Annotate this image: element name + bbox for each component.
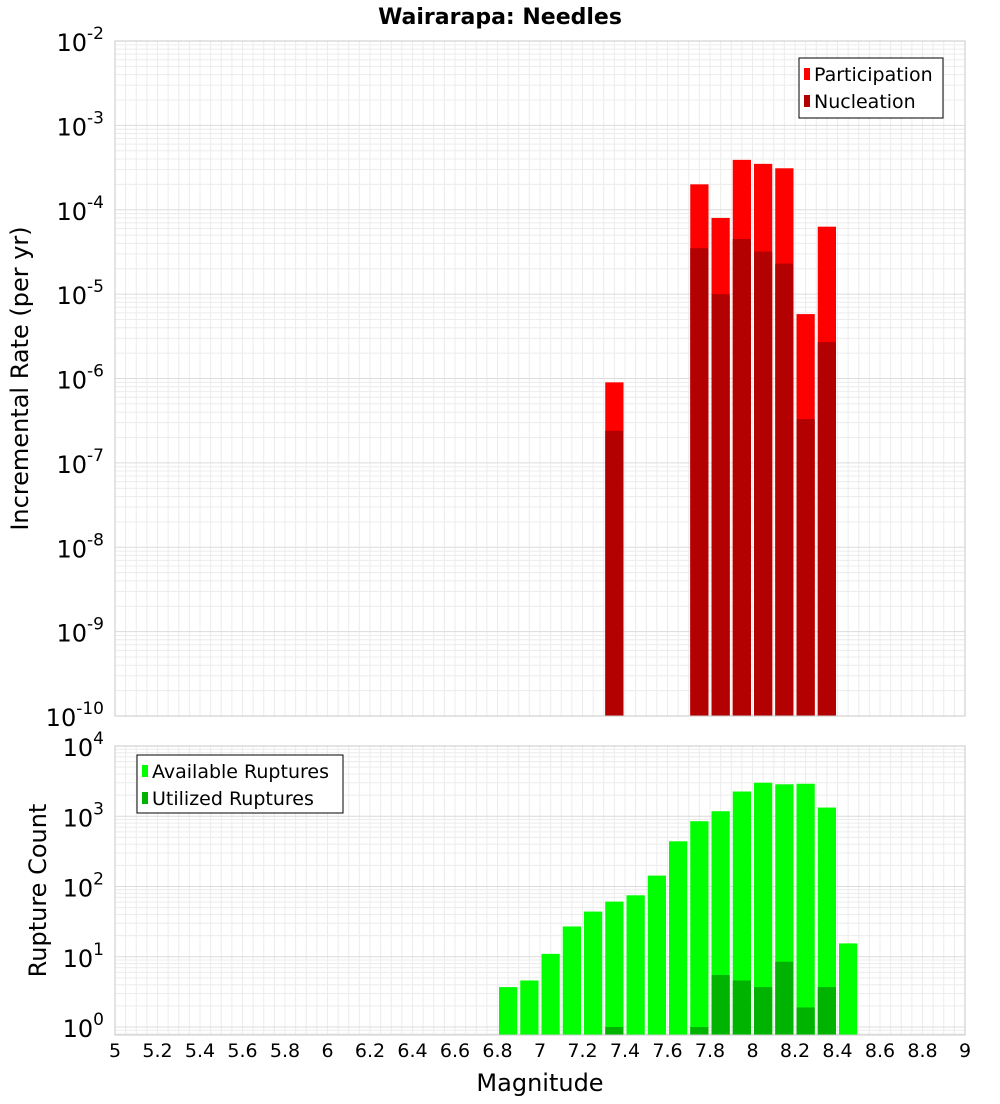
legend-swatch bbox=[804, 95, 810, 107]
bar-nucleation bbox=[817, 342, 836, 716]
y-tick-label: 10-6 bbox=[57, 362, 105, 395]
x-tick-label: 8.2 bbox=[780, 1040, 810, 1062]
bar-available-ruptures bbox=[732, 791, 751, 1035]
count-legend: Available Ruptures Utilized Ruptures bbox=[136, 754, 344, 814]
bar-nucleation bbox=[754, 251, 773, 716]
y-tick-label: 10-7 bbox=[57, 446, 105, 479]
bar-utilized-ruptures bbox=[711, 975, 730, 1035]
bar-available-ruptures bbox=[562, 926, 581, 1035]
y-tick-label: 103 bbox=[63, 799, 104, 832]
rate-legend: Participation Nucleation bbox=[798, 57, 944, 119]
y-tick-label: 10-9 bbox=[57, 615, 105, 648]
legend-swatch bbox=[804, 68, 810, 80]
rupture-count-plot: 100 101 102 103 104 Rupture Count 5 5.2 5.4 5.6 5.… bbox=[24, 729, 971, 1097]
x-tick-label: 5 bbox=[109, 1040, 121, 1062]
bar-nucleation bbox=[711, 294, 730, 716]
bar-available-ruptures bbox=[754, 782, 773, 1035]
count-vertical-grid bbox=[114, 746, 966, 1035]
bar-nucleation bbox=[690, 248, 709, 717]
rate-y-axis-label: Incremental Rate (per yr) bbox=[6, 226, 34, 530]
x-tick-label: 5.8 bbox=[270, 1040, 300, 1062]
bar-available-ruptures bbox=[690, 821, 709, 1035]
x-tick-label: 7.6 bbox=[652, 1040, 682, 1062]
x-tick-label: 8 bbox=[746, 1040, 758, 1062]
bar-nucleation bbox=[775, 263, 794, 716]
count-y-tick-labels: 100 101 102 103 104 bbox=[63, 729, 104, 1043]
bar-utilized-ruptures bbox=[817, 987, 836, 1035]
bar-available-ruptures bbox=[541, 953, 560, 1035]
x-tick-label: 9 bbox=[959, 1040, 971, 1062]
bar-nucleation bbox=[605, 430, 624, 716]
legend-swatch bbox=[142, 765, 148, 777]
legend-label: Available Ruptures bbox=[152, 761, 329, 783]
bar-available-ruptures bbox=[605, 901, 624, 1035]
y-tick-label: 10-3 bbox=[57, 108, 105, 141]
bar-utilized-ruptures bbox=[754, 987, 773, 1035]
bar-available-ruptures bbox=[796, 783, 815, 1035]
chart-title: Wairarapa: Needles bbox=[378, 5, 622, 30]
count-series-available-ruptures bbox=[499, 782, 858, 1035]
y-tick-label: 10-10 bbox=[46, 699, 104, 732]
y-tick-label: 10-4 bbox=[57, 193, 105, 226]
x-tick-label: 6.6 bbox=[440, 1040, 470, 1062]
count-series-utilized-ruptures bbox=[605, 961, 836, 1035]
bar-utilized-ruptures bbox=[732, 980, 751, 1035]
bar-available-ruptures bbox=[817, 807, 836, 1035]
bar-utilized-ruptures bbox=[775, 961, 794, 1035]
x-tick-label: 6 bbox=[321, 1040, 333, 1062]
bar-utilized-ruptures bbox=[690, 1027, 709, 1035]
x-tick-label: 7.4 bbox=[610, 1040, 640, 1062]
legend-label: Nucleation bbox=[814, 91, 916, 113]
x-tick-label: 7.8 bbox=[695, 1040, 725, 1062]
x-tick-label: 8.6 bbox=[865, 1040, 895, 1062]
bar-available-ruptures bbox=[669, 841, 688, 1035]
y-tick-label: 104 bbox=[63, 729, 104, 762]
x-tick-label: 5.2 bbox=[142, 1040, 172, 1062]
rate-y-tick-labels: 10-10 10-9 10-8 10-7 10-6 10-5 10-4 10-3 10-2 bbox=[46, 24, 104, 732]
legend-box bbox=[798, 57, 944, 119]
bar-available-ruptures bbox=[499, 987, 518, 1035]
rate-series-nucleation bbox=[605, 239, 836, 717]
legend-label: Participation bbox=[814, 64, 933, 86]
x-tick-label: 8.8 bbox=[907, 1040, 937, 1062]
legend-box bbox=[136, 754, 344, 814]
x-tick-label: 6.4 bbox=[397, 1040, 427, 1062]
y-tick-label: 10-8 bbox=[57, 530, 105, 563]
participation-nucleation-plot: 10-10 10-9 10-8 10-7 10-6 10-5 10-4 10-3 10-2 Inc… bbox=[6, 24, 966, 732]
legend-swatch bbox=[142, 792, 148, 804]
bar-utilized-ruptures bbox=[796, 1007, 815, 1035]
bar-available-ruptures bbox=[839, 943, 858, 1035]
bar-available-ruptures bbox=[626, 895, 645, 1035]
count-y-axis-label: Rupture Count bbox=[24, 804, 52, 978]
y-tick-label: 10-5 bbox=[57, 277, 105, 310]
x-tick-labels: 5 5.2 5.4 5.6 5.8 6 6.2 6.4 6.6 6.8 7 7.2 7.4 7.6 7.8 8… bbox=[109, 1040, 971, 1062]
x-tick-label: 6.8 bbox=[482, 1040, 512, 1062]
bar-utilized-ruptures bbox=[605, 1027, 624, 1035]
x-tick-label: 7.2 bbox=[567, 1040, 597, 1062]
x-tick-label: 5.4 bbox=[185, 1040, 215, 1062]
x-tick-label: 7 bbox=[534, 1040, 546, 1062]
x-tick-label: 8.4 bbox=[822, 1040, 852, 1062]
bar-nucleation bbox=[796, 419, 815, 716]
legend-label: Utilized Ruptures bbox=[152, 788, 314, 810]
bar-available-ruptures bbox=[584, 911, 603, 1035]
bar-available-ruptures bbox=[520, 980, 539, 1035]
bar-nucleation bbox=[732, 239, 751, 716]
y-tick-label: 101 bbox=[63, 940, 104, 973]
rate-plot-border bbox=[114, 40, 966, 717]
x-tick-label: 5.6 bbox=[227, 1040, 257, 1062]
x-tick-label: 6.2 bbox=[355, 1040, 385, 1062]
y-tick-label: 100 bbox=[63, 1010, 104, 1043]
y-tick-label: 102 bbox=[63, 870, 104, 903]
bar-available-ruptures bbox=[647, 875, 666, 1035]
count-plot-border bbox=[114, 745, 966, 1036]
y-tick-label: 10-2 bbox=[57, 24, 105, 57]
x-axis-label: Magnitude bbox=[476, 1069, 603, 1097]
